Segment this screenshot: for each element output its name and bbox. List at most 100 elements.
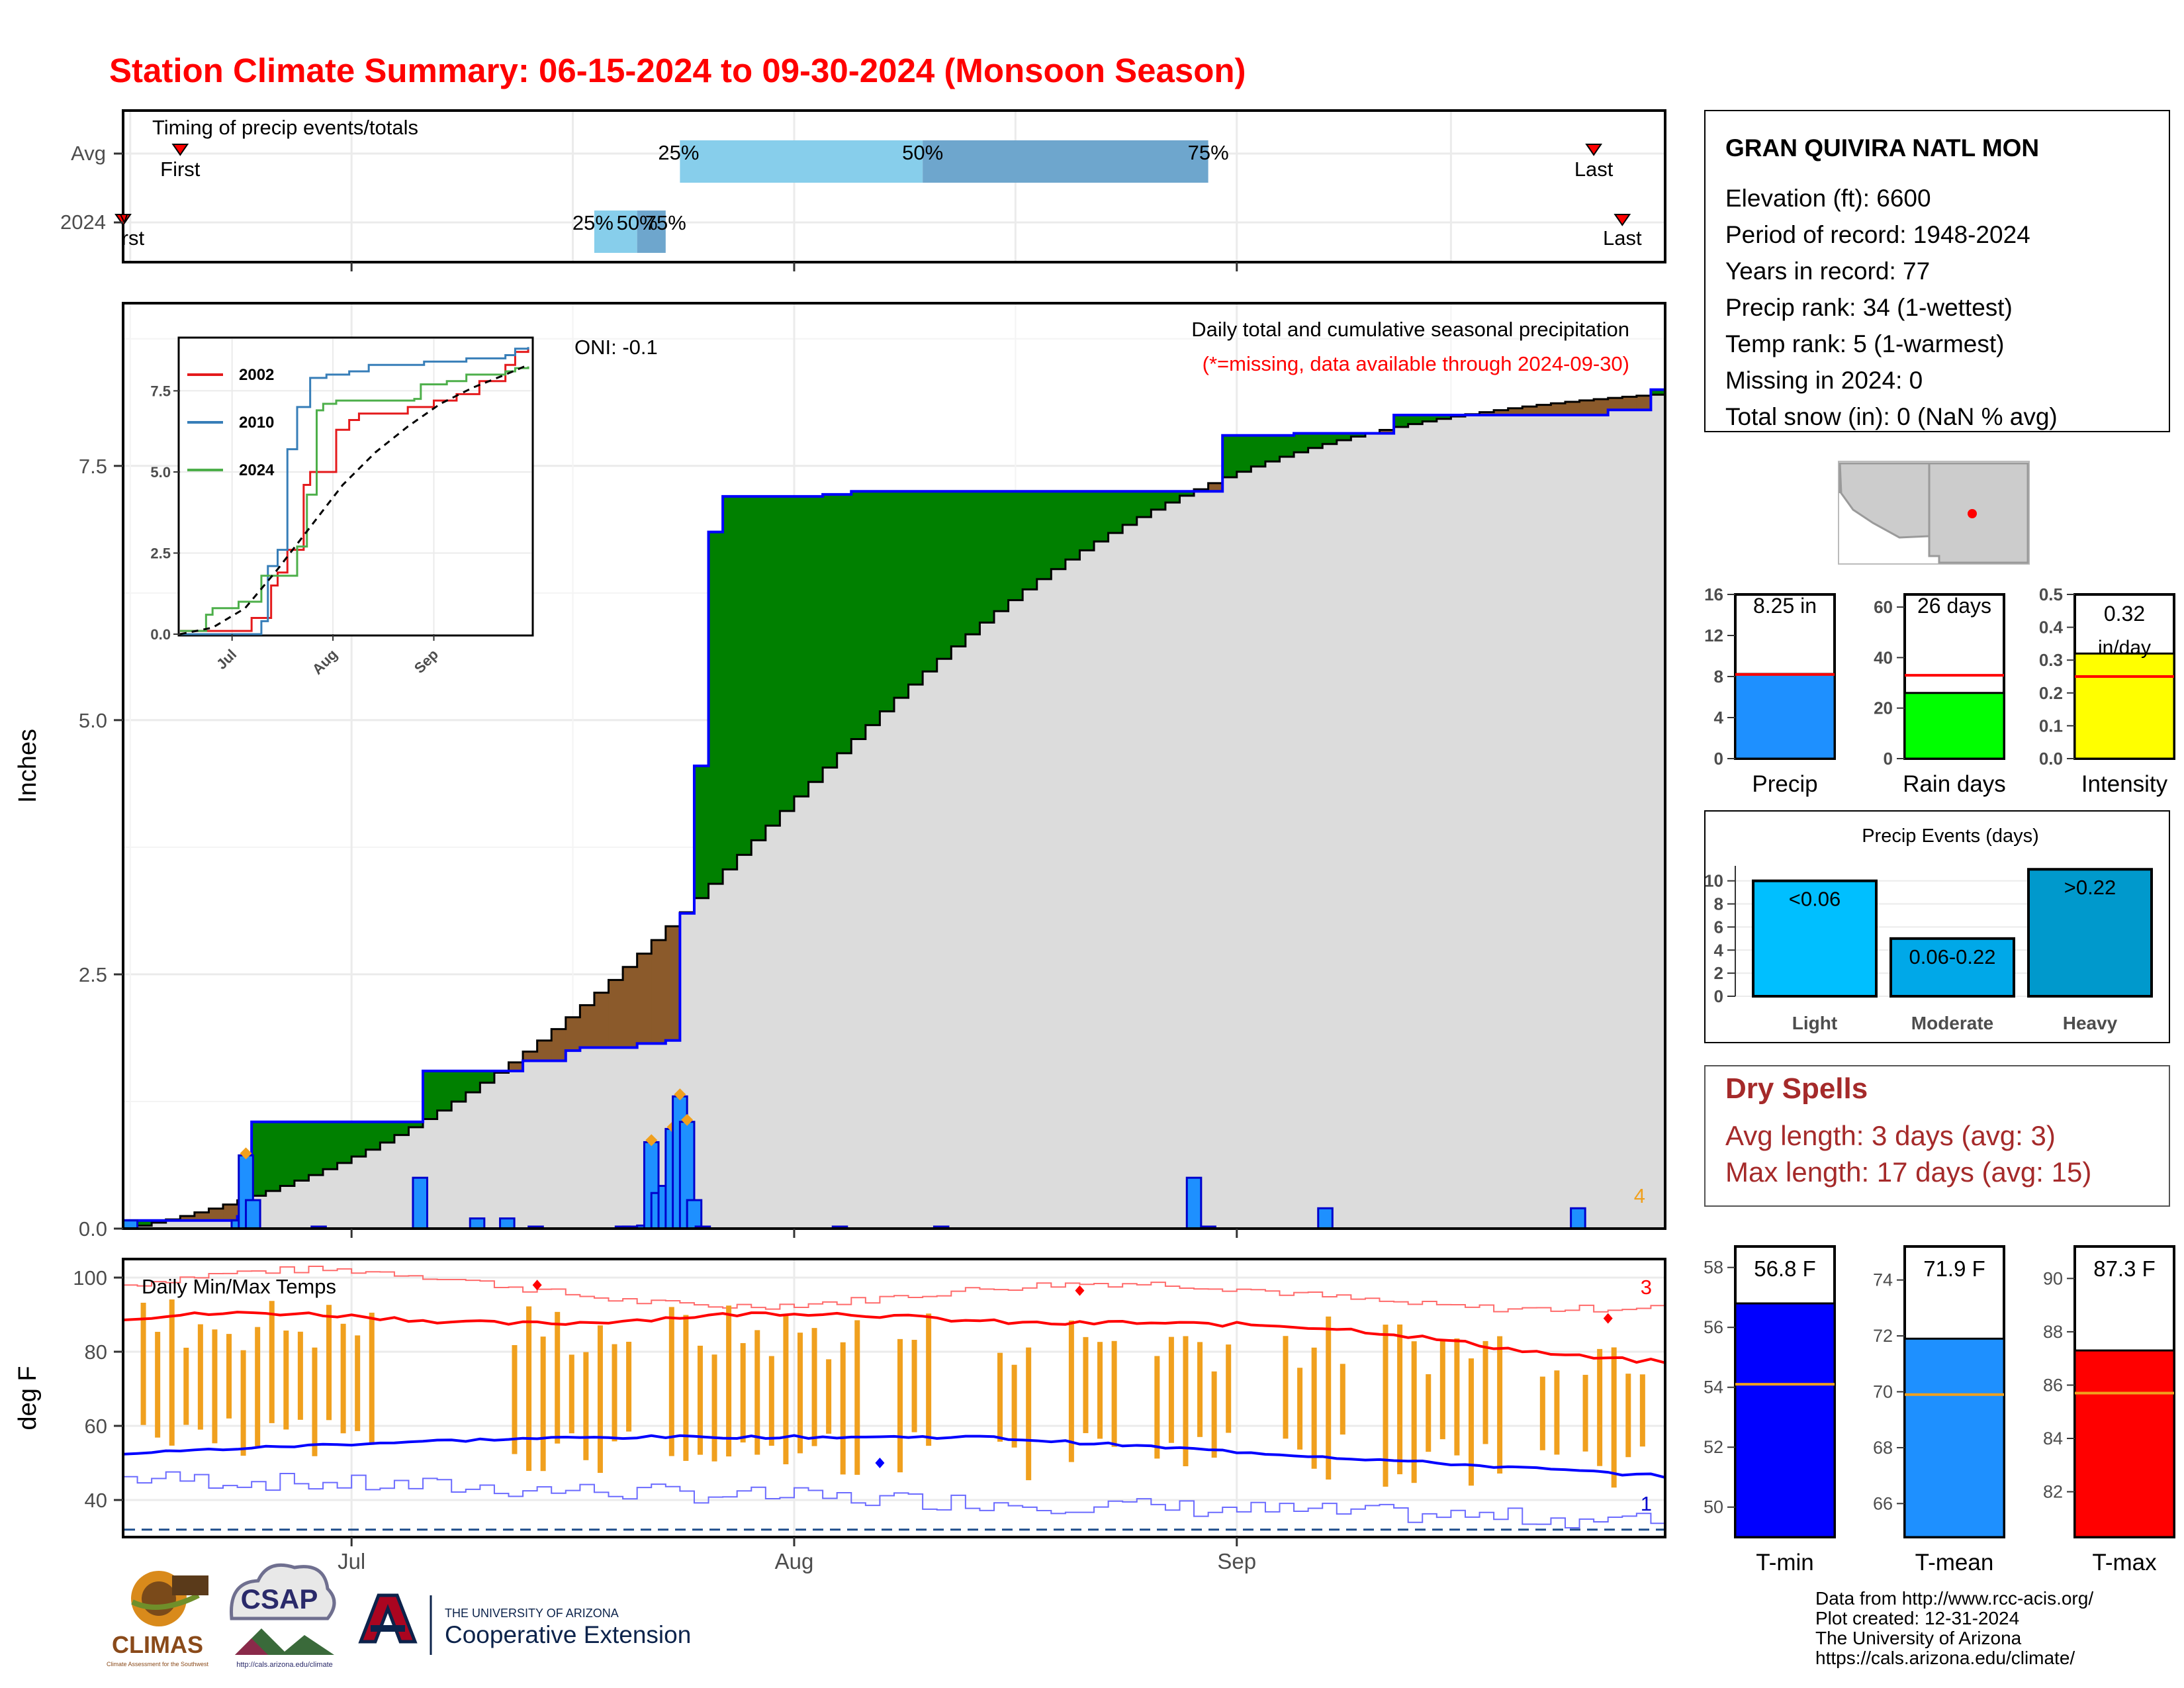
record-high-marker xyxy=(532,1280,542,1291)
dry-spells-box: Dry Spells Avg length: 3 days (avg: 3) M… xyxy=(1704,1065,2170,1207)
surplus-area-segment xyxy=(1051,491,1066,569)
timing-bar-q2 xyxy=(637,211,666,253)
daily-temp-range-bar xyxy=(597,1325,603,1474)
daily-temp-range-bar xyxy=(240,1350,246,1456)
surplus-area-segment xyxy=(1122,491,1138,525)
record-max-line xyxy=(123,1266,1665,1313)
surplus-area-segment xyxy=(751,496,766,841)
dry-spells-avg: Avg length: 3 days (avg: 3) xyxy=(1725,1120,2056,1151)
surplus-area-segment xyxy=(1294,433,1309,453)
heavy-event-marker xyxy=(681,1113,694,1126)
precip-caption-note: (*=missing, data available through 2024-… xyxy=(1203,352,1629,375)
stat-bar-tick-label: 60 xyxy=(1874,597,1893,617)
ua-logo-line1: THE UNIVERSITY OF ARIZONA xyxy=(445,1607,619,1620)
deficit-area-segment xyxy=(523,1051,538,1061)
timing-label-50: 50% xyxy=(902,141,943,164)
timing-label-50: 50% xyxy=(617,211,658,234)
deficit-area-segment xyxy=(1636,395,1651,410)
precip-y-tick-label: 0.0 xyxy=(79,1217,107,1241)
daily-temp-range-bar xyxy=(840,1342,846,1475)
timing-label-75: 75% xyxy=(1188,141,1229,164)
temp-count-min: 1 xyxy=(1641,1492,1652,1515)
station-line: Total snow (in): 0 (NaN % avg) xyxy=(1725,403,2058,430)
surplus-area-segment xyxy=(351,1121,367,1157)
daily-temp-range-bar xyxy=(1597,1348,1603,1466)
credit-line: The University of Arizona xyxy=(1815,1628,2022,1648)
credits: Data from http://www.rcc-acis.org/ Plot … xyxy=(1815,1588,2093,1668)
inset-legend-label: 2010 xyxy=(239,414,274,432)
precip-y-tick-label: 5.0 xyxy=(79,709,107,732)
heavy-event-marker xyxy=(674,1088,686,1101)
stat-bar-fill xyxy=(1734,673,1836,760)
temp-y-axis-label: deg F xyxy=(14,1366,42,1430)
climas-logo-text: CLIMAS xyxy=(112,1631,203,1658)
daily-temp-range-bar xyxy=(826,1359,832,1434)
daily-temp-range-bar xyxy=(626,1341,632,1432)
surplus-area-segment xyxy=(1008,491,1023,600)
surplus-area-segment xyxy=(265,1121,281,1192)
events-category-label: Light xyxy=(1792,1013,1837,1033)
dry-spells-title: Dry Spells xyxy=(1725,1072,1868,1105)
surplus-area-segment xyxy=(451,1070,467,1102)
temp-bar-tick-label: 56 xyxy=(1704,1317,1723,1337)
temp-stat-bars: 50 52 54 56 58 56.8 F T-min 66 68 70 72 74 71.9 F T-m… xyxy=(1704,1245,2175,1575)
precip-stat-bars: 0 4 8 12 16 8.25 in Precip 0 20 40 60 26 days Rain d… xyxy=(1704,585,2175,797)
page-title: Station Climate Summary: 06-15-2024 to 0… xyxy=(109,52,1246,89)
timing-row-avg: Avg xyxy=(71,142,106,165)
stat-bar-tick-label: 0.0 xyxy=(2039,749,2063,769)
inset-y-tick-label: 0.0 xyxy=(150,626,171,643)
events-bar-label: <0.06 xyxy=(1789,888,1841,911)
record-min-line xyxy=(123,1471,1665,1529)
credit-line: Data from http://www.rcc-acis.org/ xyxy=(1815,1588,2093,1609)
temp-bar-tick-label: 70 xyxy=(1873,1382,1893,1402)
stat-bar-tick-label: 0 xyxy=(1884,749,1893,769)
temp-panel-label: Daily Min/Max Temps xyxy=(142,1275,336,1298)
surplus-area-segment xyxy=(1336,433,1351,440)
surplus-area-segment xyxy=(923,491,938,672)
daily-temp-range-bar xyxy=(540,1336,546,1472)
climas-logo: CLIMAS Climate Assessment for the Southw… xyxy=(107,1571,209,1667)
surplus-area-segment xyxy=(380,1121,395,1143)
events-tick-label: 2 xyxy=(1714,963,1723,983)
inset-series-2024 xyxy=(180,366,529,632)
daily-temp-range-bar xyxy=(526,1306,532,1472)
stat-bar-tick-label: 4 xyxy=(1714,708,1724,727)
temp-x-ticks: Jul Aug Sep xyxy=(338,1537,1256,1573)
daily-temp-range-bar xyxy=(612,1344,617,1442)
surplus-area-segment xyxy=(408,1121,424,1127)
daily-temp-range-bar xyxy=(768,1356,774,1446)
temp-y-tick-label: 60 xyxy=(85,1415,107,1438)
stat-bar-label: Rain days xyxy=(1903,771,2006,797)
surplus-area-segment xyxy=(1179,491,1195,496)
temp-bar-fill xyxy=(1903,1337,2005,1538)
daily-temp-range-bar xyxy=(1111,1340,1117,1447)
deficit-area-segment xyxy=(1551,403,1566,415)
events-category-label: Moderate xyxy=(1911,1013,1993,1033)
daily-temp-range-bar xyxy=(569,1354,574,1434)
temp-x-tick-label: Aug xyxy=(775,1549,814,1573)
precip-corner-count: 4 xyxy=(1634,1184,1645,1207)
events-tick-label: 4 xyxy=(1714,940,1724,960)
daily-temp-range-bar xyxy=(668,1307,674,1456)
daily-precip-bar xyxy=(245,1199,261,1230)
daily-temp-range-bar xyxy=(1397,1324,1403,1475)
station-line: Years in record: 77 xyxy=(1725,258,1930,285)
temp-bar-tick-label: 82 xyxy=(2043,1482,2063,1502)
locator-map xyxy=(1838,461,2030,565)
daily-temp-range-bar xyxy=(1497,1336,1503,1474)
temp-bar-fill xyxy=(2073,1349,2175,1538)
daily-temp-range-bar xyxy=(1611,1347,1617,1488)
surplus-area-segment xyxy=(908,491,923,685)
oni-label: ONI: -0.1 xyxy=(574,336,658,359)
surplus-area-segment xyxy=(1422,414,1437,422)
surplus-area-segment xyxy=(1265,435,1280,462)
temp-series xyxy=(122,1266,1666,1531)
daily-temp-range-bar xyxy=(854,1320,860,1475)
daily-temp-range-bar xyxy=(726,1305,732,1457)
temp-bar-label: T-mean xyxy=(1915,1550,1994,1575)
daily-temp-range-bar xyxy=(326,1305,332,1421)
deficit-area-segment xyxy=(208,1208,224,1221)
daily-temp-range-bar xyxy=(269,1301,275,1423)
inset-y-tick-label: 5.0 xyxy=(150,464,171,481)
